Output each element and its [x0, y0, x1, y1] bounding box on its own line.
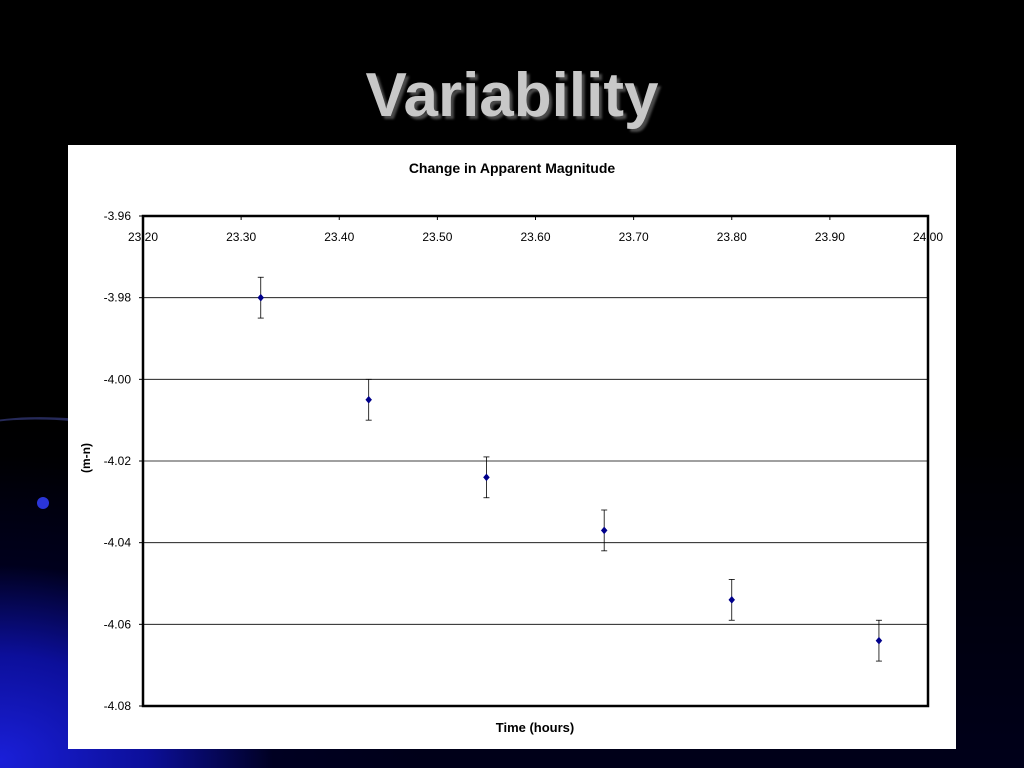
data-point — [483, 473, 490, 482]
x-axis-label: Time (hours) — [495, 720, 575, 735]
data-point — [728, 595, 736, 604]
y-axis-label: (m-n) — [79, 443, 93, 473]
data-point — [600, 526, 608, 535]
x-tick-label: 23.80 — [717, 230, 747, 244]
x-tick-label: 23.50 — [422, 230, 452, 244]
plot-border — [141, 214, 930, 708]
x-tick-label: 23.30 — [226, 230, 256, 244]
x-tick-label: 23.70 — [619, 230, 649, 244]
y-tick-label: -4.04 — [104, 536, 132, 550]
x-tick-label: 23.60 — [520, 230, 550, 244]
x-tick-label: 23.90 — [815, 230, 845, 244]
data-point — [875, 636, 883, 645]
decorative-dot — [37, 497, 49, 509]
y-tick-label: -3.98 — [104, 291, 132, 305]
x-tick-label: 23.40 — [324, 230, 354, 244]
y-tick-label: -4.06 — [104, 617, 132, 631]
y-tick-label: -4.02 — [104, 454, 132, 468]
data-point — [365, 395, 373, 404]
slide-title: Variability — [365, 61, 659, 130]
chart-panel: Change in Apparent Magnitude -3.96 -3.98 -… — [68, 145, 956, 749]
chart-title: Change in Apparent Magnitude — [408, 160, 616, 176]
y-tick-label: -4.08 — [104, 699, 132, 713]
data-point — [257, 293, 265, 302]
y-tick-label: -4.00 — [104, 372, 132, 386]
y-tick-label: -3.96 — [104, 209, 132, 223]
chart-svg: -3.96-3.98-4.00-4.02-4.04-4.06-4.0823.20… — [104, 209, 944, 713]
